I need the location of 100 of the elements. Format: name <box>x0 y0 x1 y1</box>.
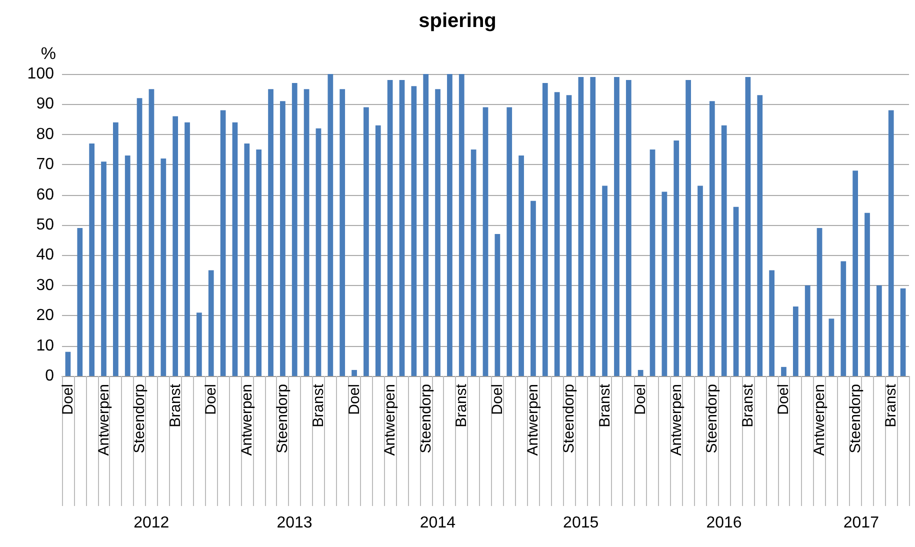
bar <box>769 270 774 376</box>
x-tick-label: Doel <box>59 384 76 415</box>
text: 2017 <box>843 514 880 532</box>
bar <box>494 234 500 376</box>
bar <box>542 83 548 376</box>
bar <box>840 261 846 376</box>
bar <box>208 270 214 376</box>
bar <box>900 288 906 376</box>
y-tick-label: 80 <box>36 126 54 143</box>
bar <box>411 86 417 376</box>
bar <box>470 150 476 376</box>
y-tick-label: 60 <box>36 186 54 204</box>
x-tick-label: Antwerpen <box>95 384 112 456</box>
x-tick-label: Doel <box>775 384 792 415</box>
bar <box>316 128 322 376</box>
bar <box>626 80 632 376</box>
x-tick-label: Steendorp <box>417 384 434 454</box>
y-tick-label: 100 <box>27 66 54 82</box>
bar <box>340 89 346 376</box>
bar <box>614 77 620 376</box>
bar <box>268 89 274 376</box>
x-tick-label: Branst <box>882 383 900 428</box>
bar <box>816 228 822 376</box>
bar <box>602 186 608 376</box>
bar <box>757 95 763 376</box>
bar <box>554 92 560 376</box>
bar <box>160 158 166 376</box>
bar <box>674 140 680 376</box>
bar <box>662 192 668 376</box>
x-tick-label: Branst <box>739 383 756 428</box>
x-tick-label: Branst <box>166 383 184 428</box>
x-tick-label: Antwerpen <box>811 384 828 456</box>
bar <box>65 352 71 376</box>
x-tick-label: Doel <box>346 384 363 415</box>
bar <box>280 101 286 376</box>
bar <box>721 125 727 376</box>
bar <box>638 370 644 376</box>
text: 2013 <box>276 514 312 532</box>
x-tick-label: Antwerpen <box>382 384 399 456</box>
y-tick-label: 10 <box>36 337 54 354</box>
bar <box>482 107 488 376</box>
bar <box>506 107 512 376</box>
bar <box>530 200 536 376</box>
bar <box>733 206 739 376</box>
x-tick-label: Steendorp <box>131 384 148 454</box>
bar <box>458 74 464 376</box>
bar <box>876 285 882 376</box>
bar <box>578 77 584 376</box>
x-tick-label: Antwerpen <box>524 384 542 456</box>
bar <box>435 89 440 376</box>
y-tick-label: 30 <box>36 276 54 294</box>
bar <box>804 285 810 376</box>
x-tick-label: Antwerpen <box>668 384 685 456</box>
bar <box>864 212 870 376</box>
bar <box>184 122 190 376</box>
bar <box>792 306 798 376</box>
y-tick-label: 0 <box>45 368 54 384</box>
bar <box>375 125 381 376</box>
bar <box>852 170 858 376</box>
y-tick-label: 20 <box>36 307 54 324</box>
text: 2015 <box>563 514 599 532</box>
y-tick-label: 40 <box>36 246 54 264</box>
bar <box>387 80 393 376</box>
bar <box>590 77 596 376</box>
x-tick-label: Steendorp <box>560 384 578 454</box>
bar <box>650 150 656 376</box>
x-tick-label: Antwerpen <box>238 384 256 456</box>
y-tick-label: 90 <box>36 96 54 113</box>
bar <box>232 122 238 376</box>
bar <box>566 95 572 376</box>
bar <box>686 80 691 376</box>
bar <box>698 186 703 376</box>
y-tick-label: 50 <box>36 216 54 234</box>
bar <box>304 89 310 376</box>
bar <box>113 122 118 376</box>
x-tick-label: Doel <box>202 384 220 415</box>
x-tick-label: Branst <box>453 383 470 428</box>
bar <box>364 107 369 376</box>
text: 2014 <box>420 514 456 532</box>
text: 2012 <box>134 514 170 532</box>
x-tick-label: Doel <box>632 384 650 415</box>
chart-title: spiering <box>418 10 496 32</box>
bar <box>89 143 95 376</box>
bar <box>328 74 334 376</box>
bar <box>745 77 751 376</box>
text: 2016 <box>706 514 742 532</box>
bar <box>399 80 405 376</box>
bar <box>256 150 262 376</box>
x-tick-label: Branst <box>596 383 614 428</box>
y-tick-label: 70 <box>36 156 54 174</box>
x-tick-label: Steendorp <box>704 384 721 454</box>
bar <box>447 74 452 376</box>
bar <box>172 116 178 376</box>
bar <box>888 110 894 376</box>
bar <box>220 110 226 376</box>
x-tick-label: Steendorp <box>846 384 864 454</box>
bar <box>148 89 154 376</box>
bar <box>196 312 202 376</box>
bar <box>423 74 429 376</box>
bar <box>124 156 130 376</box>
